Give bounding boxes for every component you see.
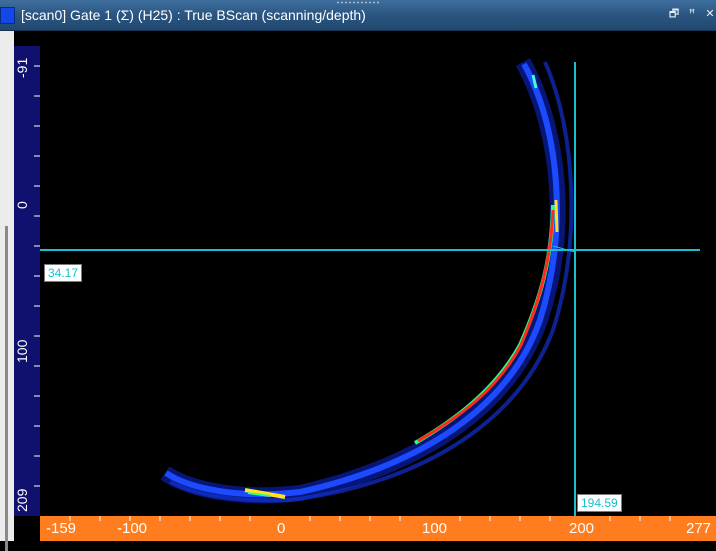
y-ruler-ticks bbox=[34, 65, 40, 487]
restore-icon[interactable]: 🗗 bbox=[668, 8, 680, 20]
drag-grip[interactable] bbox=[336, 1, 380, 4]
close-icon[interactable]: ✕ bbox=[705, 8, 715, 20]
bscan-plot-area[interactable] bbox=[40, 31, 716, 516]
title-bar[interactable]: [scan0] Gate 1 (Σ) (H25) : True BScan (s… bbox=[0, 0, 716, 31]
x-tick-label: 277 bbox=[686, 520, 712, 537]
vertical-scrollbar[interactable] bbox=[5, 226, 8, 551]
app-icon bbox=[0, 7, 15, 24]
vertical-cursor-label: 194.59 bbox=[577, 494, 622, 512]
x-tick-label: 200 bbox=[569, 520, 595, 537]
x-tick-label: -100 bbox=[117, 520, 148, 537]
horizontal-cursor-label: 34.17 bbox=[44, 264, 83, 282]
left-panel-strip bbox=[0, 31, 14, 551]
x-tick-label: 0 bbox=[277, 520, 286, 537]
x-axis-ruler[interactable] bbox=[40, 516, 716, 541]
x-tick-label: -159 bbox=[46, 520, 77, 537]
x-ruler-ticks bbox=[69, 516, 671, 521]
x-tick-label: 100 bbox=[422, 520, 448, 537]
cursor-link-line bbox=[552, 245, 576, 253]
pin-icon[interactable]: ꟸ bbox=[688, 8, 696, 20]
bscan-echo-arc bbox=[160, 58, 574, 504]
y-axis-ruler[interactable] bbox=[14, 46, 40, 516]
window-title: [scan0] Gate 1 (Σ) (H25) : True BScan (s… bbox=[21, 7, 366, 23]
